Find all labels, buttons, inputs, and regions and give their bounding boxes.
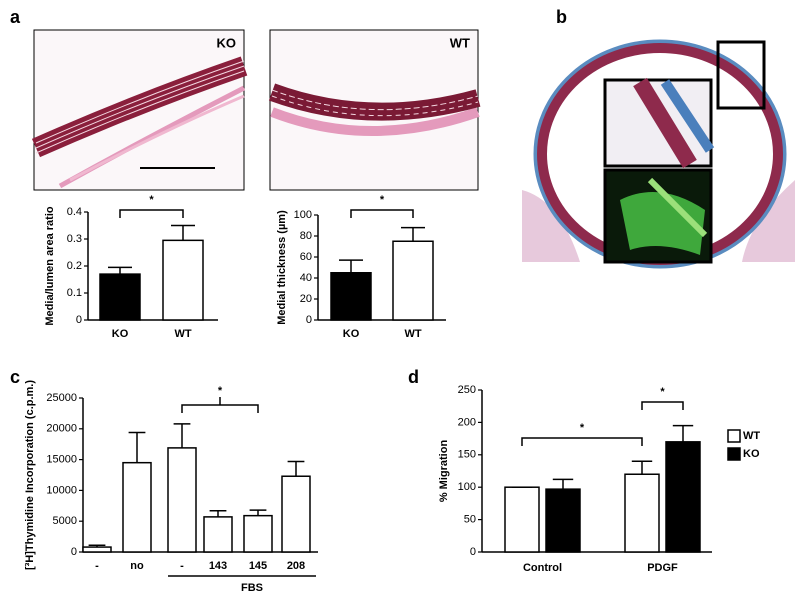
y-tick-label: 60: [300, 251, 312, 263]
significance-star: *: [380, 194, 385, 206]
x-tick-label: no: [130, 560, 144, 572]
panel-label: d: [408, 367, 419, 387]
y-tick-label: 0.4: [67, 206, 82, 218]
bar: [281, 475, 311, 553]
error-bar: [552, 478, 574, 490]
y-tick-label: 15000: [46, 454, 77, 466]
group-label: FBS: [241, 582, 263, 594]
bar: [99, 273, 141, 321]
x-tick-label: -: [95, 560, 99, 572]
y-tick-label: 0: [76, 314, 82, 326]
x-tick-label: 208: [287, 560, 305, 572]
y-tick-label: 200: [458, 416, 476, 428]
y-tick-label: 100: [294, 209, 312, 221]
bar: [243, 514, 273, 553]
panel-label: a: [10, 7, 21, 27]
bar: [162, 239, 204, 321]
y-tick-label: 25000: [46, 392, 77, 404]
image-label: KO: [217, 35, 237, 50]
bar: [665, 441, 701, 553]
error-bar: [672, 424, 694, 442]
significance-bracket: [350, 209, 414, 218]
significance-star: *: [149, 194, 154, 206]
y-tick-label: 50: [464, 514, 476, 526]
micrograph-cross-section: [522, 39, 795, 269]
y-tick-label: 0: [306, 314, 312, 326]
y-axis-label: [³H]Thymidine Incorporation (c.p.m.): [24, 380, 36, 570]
y-tick-label: 0.1: [67, 287, 82, 299]
bar: [82, 546, 112, 553]
legend-swatch: [727, 447, 741, 461]
x-tick-label: -: [180, 560, 184, 572]
error-bar: [88, 544, 106, 548]
legend-label: WT: [743, 430, 760, 442]
bar: [624, 473, 660, 553]
y-tick-label: 0.3: [67, 233, 82, 245]
y-tick-label: 100: [458, 481, 476, 493]
x-tick-label: WT: [404, 328, 421, 340]
x-tick-label: PDGF: [647, 562, 678, 574]
panel-label: c: [10, 367, 20, 387]
significance-bracket: [641, 401, 684, 410]
significance-star: *: [660, 386, 665, 398]
legend-label: KO: [743, 448, 760, 460]
bar: [504, 486, 540, 553]
y-tick-label: 0.2: [67, 260, 82, 272]
legend-swatch: [727, 429, 741, 443]
bar: [167, 447, 197, 553]
y-tick-label: 250: [458, 384, 476, 396]
x-tick-label: 143: [209, 560, 227, 572]
x-tick-label: WT: [174, 328, 191, 340]
error-bar: [249, 509, 267, 516]
image-label: WT: [450, 35, 470, 50]
error-bar: [339, 259, 363, 273]
x-tick-label: Control: [523, 562, 562, 574]
y-tick-label: 0: [470, 546, 476, 558]
error-bar: [171, 224, 195, 241]
y-tick-label: 40: [300, 272, 312, 284]
x-tick-label: KO: [112, 328, 129, 340]
error-bar: [401, 226, 425, 242]
bar: [203, 516, 233, 553]
error-bar: [631, 460, 653, 475]
significance-bracket: [521, 437, 643, 446]
significance-star: *: [218, 385, 223, 397]
y-tick-label: 150: [458, 449, 476, 461]
bar: [330, 272, 372, 321]
y-tick-label: 5000: [53, 515, 77, 527]
y-axis-label: % Migration: [438, 440, 450, 503]
error-bar: [108, 266, 132, 275]
significance-bracket: [119, 209, 184, 218]
y-tick-label: 0: [71, 546, 77, 558]
panel-label: b: [556, 7, 567, 27]
y-axis-label: Medial thickness (µm): [276, 210, 288, 325]
bar: [545, 488, 581, 553]
bar: [392, 240, 434, 321]
error-bar: [128, 431, 146, 463]
y-tick-label: 20: [300, 293, 312, 305]
error-bar: [209, 509, 227, 517]
x-tick-label: 145: [249, 560, 267, 572]
y-tick-label: 80: [300, 230, 312, 242]
bar: [122, 461, 152, 553]
micrograph-ko: KO: [31, 29, 248, 191]
x-tick-label: KO: [343, 328, 360, 340]
error-bar: [287, 460, 305, 477]
micrograph-wt: WT: [268, 29, 481, 191]
significance-star: *: [580, 422, 585, 434]
y-tick-label: 10000: [46, 484, 77, 496]
significance-bracket: [181, 397, 259, 413]
error-bar: [173, 423, 191, 448]
y-axis-label: Media/lumen area ratio: [44, 206, 56, 325]
y-tick-label: 20000: [46, 423, 77, 435]
